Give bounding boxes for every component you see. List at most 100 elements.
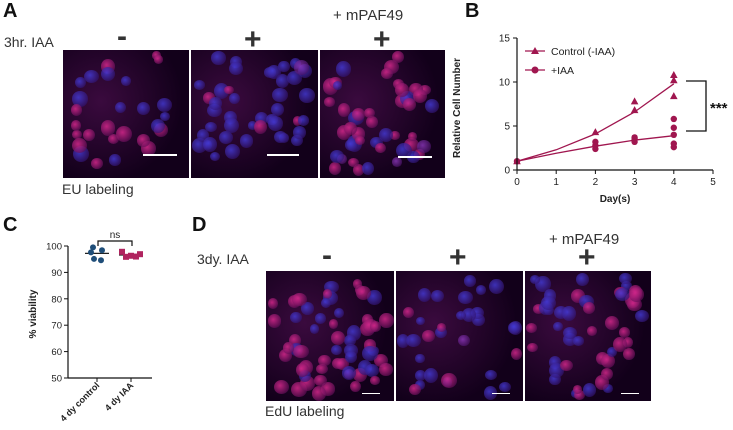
x-tick-label: 0 xyxy=(514,177,520,188)
panel-b-significance: *** xyxy=(710,100,728,117)
control-data-point xyxy=(670,76,678,84)
legend-control-label: Control (-IAA) xyxy=(551,46,615,58)
cell-nucleus xyxy=(601,353,616,368)
cell-nucleus xyxy=(378,128,393,143)
cell-nucleus xyxy=(341,365,356,380)
cell-nucleus xyxy=(441,372,458,388)
cell-nucleus xyxy=(115,101,127,113)
legend-iaa-label: +IAA xyxy=(551,65,574,77)
cell-nucleus xyxy=(605,315,620,330)
cell-nucleus xyxy=(365,115,378,128)
control-viability-point xyxy=(88,249,94,256)
cell-nucleus xyxy=(529,275,541,285)
iaa-data-point xyxy=(670,115,677,123)
cell-nucleus xyxy=(254,120,268,135)
control-data-point xyxy=(670,92,678,100)
cell-nucleus xyxy=(370,376,380,385)
panel-b-letter: B xyxy=(465,0,480,22)
cell-nucleus xyxy=(622,337,634,349)
cell-nucleus xyxy=(418,84,432,96)
cell-nucleus xyxy=(273,379,289,394)
cell-nucleus xyxy=(525,322,537,333)
iaa-data-point xyxy=(631,134,638,141)
x-tick-label: 4 xyxy=(671,177,677,188)
panel-d-plus-sign: + xyxy=(449,241,467,274)
control-data-point xyxy=(630,106,639,114)
cell-nucleus xyxy=(431,289,445,302)
cell-nucleus xyxy=(600,367,614,381)
ns-bracket xyxy=(97,240,133,246)
cell-nucleus xyxy=(489,279,505,295)
cell-nucleus xyxy=(532,303,544,314)
cell-nucleus xyxy=(266,64,282,79)
cell-nucleus xyxy=(70,103,82,116)
iaa-viability-point xyxy=(137,251,143,258)
cell-nucleus xyxy=(210,51,227,65)
cell-nucleus xyxy=(434,327,447,339)
cell-nucleus xyxy=(365,364,380,377)
cell-nucleus xyxy=(511,347,523,361)
cell-nucleus xyxy=(219,131,234,144)
micrograph-d-iaa-mpaf49 xyxy=(524,270,652,402)
control-viability-point xyxy=(91,255,97,262)
cell-nucleus xyxy=(334,358,346,370)
micrograph-d-control xyxy=(265,270,395,402)
cell-nucleus xyxy=(350,381,361,393)
panel-a-plus-sign: + xyxy=(244,23,262,56)
cell-nucleus xyxy=(151,118,166,134)
cell-nucleus xyxy=(562,327,577,340)
cell-nucleus xyxy=(293,126,306,139)
cell-nucleus xyxy=(457,290,473,305)
cell-nucleus xyxy=(475,285,486,296)
cell-nucleus xyxy=(389,131,400,140)
cell-nucleus xyxy=(405,334,421,348)
cell-nucleus xyxy=(364,107,376,118)
y-tick-label: 0 xyxy=(504,166,510,177)
cell-nucleus xyxy=(315,363,328,375)
panel-a-plus-mpaf49-sign: + xyxy=(373,23,391,56)
cell-nucleus xyxy=(576,272,590,287)
cell-nucleus xyxy=(295,362,310,378)
cell-nucleus xyxy=(582,383,596,397)
control-data-point xyxy=(591,128,600,136)
micrograph-d-iaa xyxy=(395,270,524,402)
cell-nucleus xyxy=(311,386,327,401)
cell-nucleus xyxy=(153,54,164,64)
cell-nucleus xyxy=(418,287,432,302)
cell-nucleus xyxy=(292,116,303,127)
cell-nucleus xyxy=(100,66,115,81)
x-tick-label: 5 xyxy=(710,177,716,188)
cell-nucleus xyxy=(369,321,381,332)
y-tick-label: 100 xyxy=(46,242,62,253)
cell-nucleus xyxy=(337,102,351,117)
panel-d-letter: D xyxy=(192,214,207,236)
cell-nucleus xyxy=(224,144,241,160)
cell-nucleus xyxy=(120,75,132,86)
cell-nucleus xyxy=(392,157,403,167)
cell-nucleus xyxy=(203,137,218,152)
iaa-viability-point xyxy=(133,253,139,260)
cell-nucleus xyxy=(290,312,302,324)
cell-nucleus xyxy=(391,50,405,63)
cell-nucleus xyxy=(402,307,414,318)
cell-nucleus xyxy=(628,287,645,303)
cell-nucleus xyxy=(362,346,378,361)
cell-nucleus xyxy=(409,384,422,396)
cell-nucleus xyxy=(156,97,172,112)
cell-nucleus xyxy=(586,326,598,337)
cell-nucleus xyxy=(275,73,289,88)
cell-nucleus xyxy=(107,134,119,145)
cell-nucleus xyxy=(324,97,335,107)
cell-nucleus xyxy=(229,92,240,104)
control-viability-point xyxy=(98,257,104,264)
cell-nucleus xyxy=(561,305,577,321)
cell-nucleus xyxy=(355,136,366,146)
control-data-point xyxy=(670,70,678,78)
cell-nucleus xyxy=(356,285,372,300)
cell-nucleus xyxy=(323,289,333,299)
cell-nucleus xyxy=(314,313,326,324)
cell-nucleus xyxy=(381,68,394,79)
cell-nucleus xyxy=(483,386,498,401)
cell-nucleus xyxy=(423,368,438,384)
scale-bar xyxy=(362,393,380,394)
